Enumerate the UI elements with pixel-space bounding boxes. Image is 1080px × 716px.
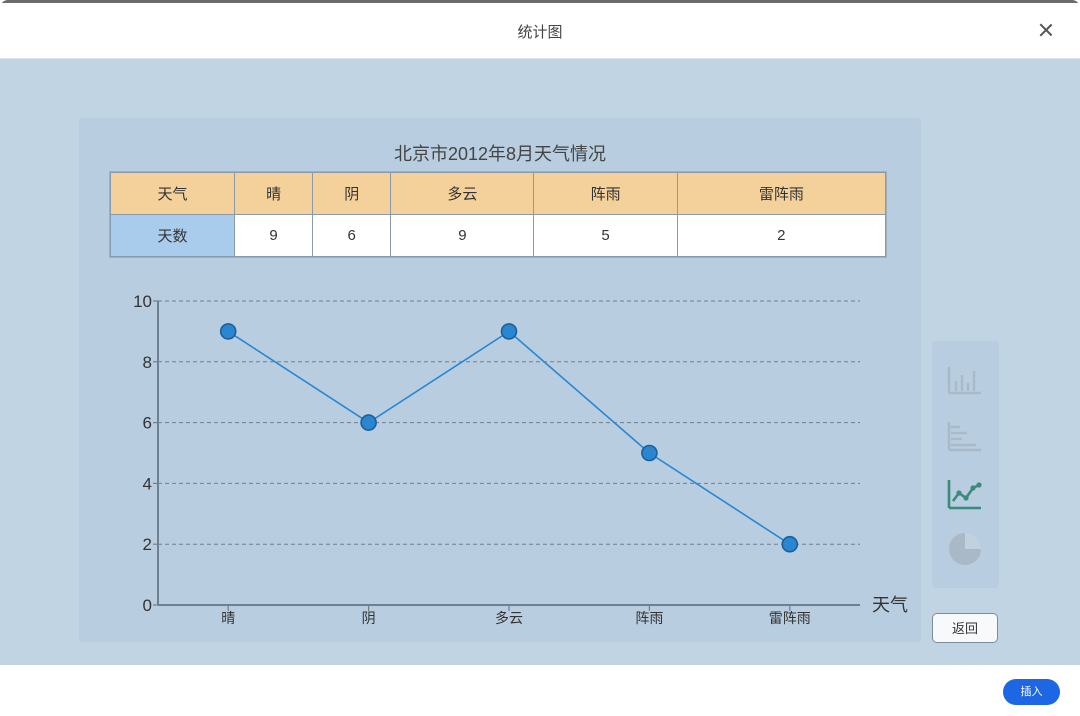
table-value-row: 天数 9 6 9 5 2 (110, 214, 887, 257)
top-border (0, 0, 1080, 3)
data-point (641, 444, 658, 462)
table-value-cell[interactable]: 2 (676, 214, 887, 257)
table-value-cell[interactable]: 6 (312, 214, 392, 257)
chart-type-toolbar (932, 341, 999, 588)
table-header-cell: 阴 (312, 172, 392, 215)
series-line (227, 330, 791, 545)
chart-panel: 北京市2012年8月天气情况 天气 晴 阴 多云 阵雨 雷阵雨 天数 9 6 9… (79, 118, 921, 642)
dialog-content: 北京市2012年8月天气情况 天气 晴 阴 多云 阵雨 雷阵雨 天数 9 6 9… (0, 59, 1080, 665)
table-header-cell: 雷阵雨 (676, 172, 887, 215)
y-tick-label: 0 (143, 596, 152, 615)
data-point (360, 414, 377, 431)
data-table: 天气 晴 阴 多云 阵雨 雷阵雨 天数 9 6 9 5 2 (110, 172, 887, 257)
bar-chart-icon[interactable] (946, 361, 984, 399)
dialog-footer: 插入 (0, 665, 1080, 716)
line-chart-icon[interactable] (946, 474, 984, 512)
data-point (781, 535, 799, 553)
y-tick-label: 8 (143, 353, 152, 372)
insert-button[interactable]: 插入 (1003, 679, 1060, 705)
x-axis-label: 天气 (872, 595, 908, 615)
x-tick-label: 阴 (362, 610, 376, 626)
horizontal-bar-chart-icon[interactable] (946, 418, 984, 456)
x-tick-label: 雷阵雨 (769, 610, 811, 626)
y-tick-label: 2 (143, 535, 152, 554)
data-point (219, 323, 237, 340)
table-header-cell: 阵雨 (533, 172, 678, 215)
table-header-row: 天气 晴 阴 多云 阵雨 雷阵雨 (110, 172, 887, 215)
table-value-cell[interactable]: 9 (233, 214, 314, 257)
chart-title: 北京市2012年8月天气情况 (393, 144, 607, 164)
table-value-cell[interactable]: 9 (390, 214, 535, 257)
y-tick-label: 10 (133, 292, 152, 311)
table-value-cell[interactable]: 5 (533, 214, 678, 257)
table-row-header-days: 天数 (110, 214, 235, 257)
y-tick-label: 6 (143, 414, 152, 433)
x-tick-label: 多云 (495, 610, 523, 626)
back-button[interactable]: 返回 (932, 613, 998, 643)
data-point (500, 323, 518, 340)
y-tick-label: 4 (143, 474, 152, 493)
x-tick-label: 阵雨 (635, 610, 663, 626)
x-tick-label: 晴 (221, 610, 235, 626)
dialog-titlebar: 统计图 (0, 3, 1080, 59)
table-row-header-weather: 天气 (110, 172, 235, 215)
dialog-title: 统计图 (517, 24, 563, 41)
table-header-cell: 多云 (390, 172, 535, 215)
pie-chart-icon[interactable] (946, 530, 984, 568)
